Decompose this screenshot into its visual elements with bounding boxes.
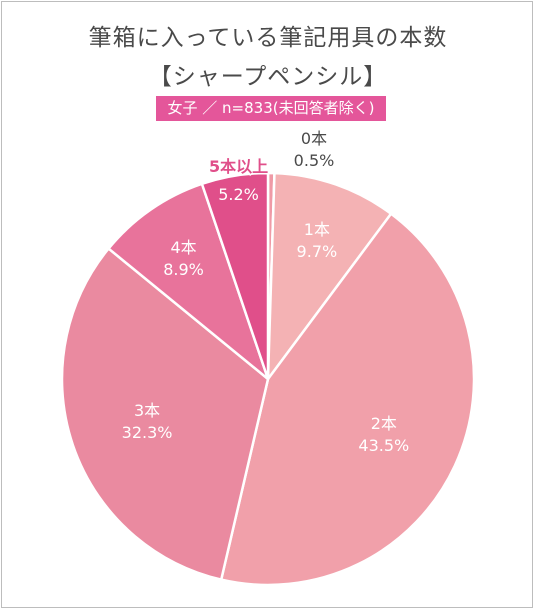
pie-label-value-3: 32.3% <box>122 423 173 442</box>
pie-label-value-0: 0.5% <box>294 151 335 170</box>
pie-label-category-5: 5本以上 <box>209 157 268 176</box>
pie-label-value-4: 8.9% <box>163 260 204 279</box>
pie-label-category-1: 1本 <box>304 220 330 239</box>
pie-slice-5 <box>200 171 270 381</box>
pie-slice-3 <box>60 247 270 581</box>
pie-label-category-3: 3本 <box>134 401 160 420</box>
pie-slice-1 <box>266 171 393 381</box>
pie-label-category-2: 2本 <box>371 414 397 433</box>
pie-slices <box>60 171 476 587</box>
pie-labels: 0本 0.5% 1本 9.7% 2本 43.5% 3本 32.3% 4本 8.9% 5本以上 5.2% <box>122 129 410 455</box>
chart-title: 筆箱に入っている筆記用具の本数 <box>88 25 448 51</box>
pie-label-value-5: 5.2% <box>218 185 259 204</box>
pie-slice-2 <box>219 212 476 587</box>
chart-subtitle: 【シャープペンシル】 <box>148 64 388 90</box>
sample-note-badge: 女子 ／ n=833(未回答者除く) <box>156 96 386 121</box>
pie-label-category-4: 4本 <box>170 238 196 257</box>
pie-label-value-1: 9.7% <box>297 242 338 261</box>
pie-label-category-0: 0本 <box>301 129 327 148</box>
pie-label-value-2: 43.5% <box>358 436 409 455</box>
pie-slice-4 <box>107 182 270 381</box>
